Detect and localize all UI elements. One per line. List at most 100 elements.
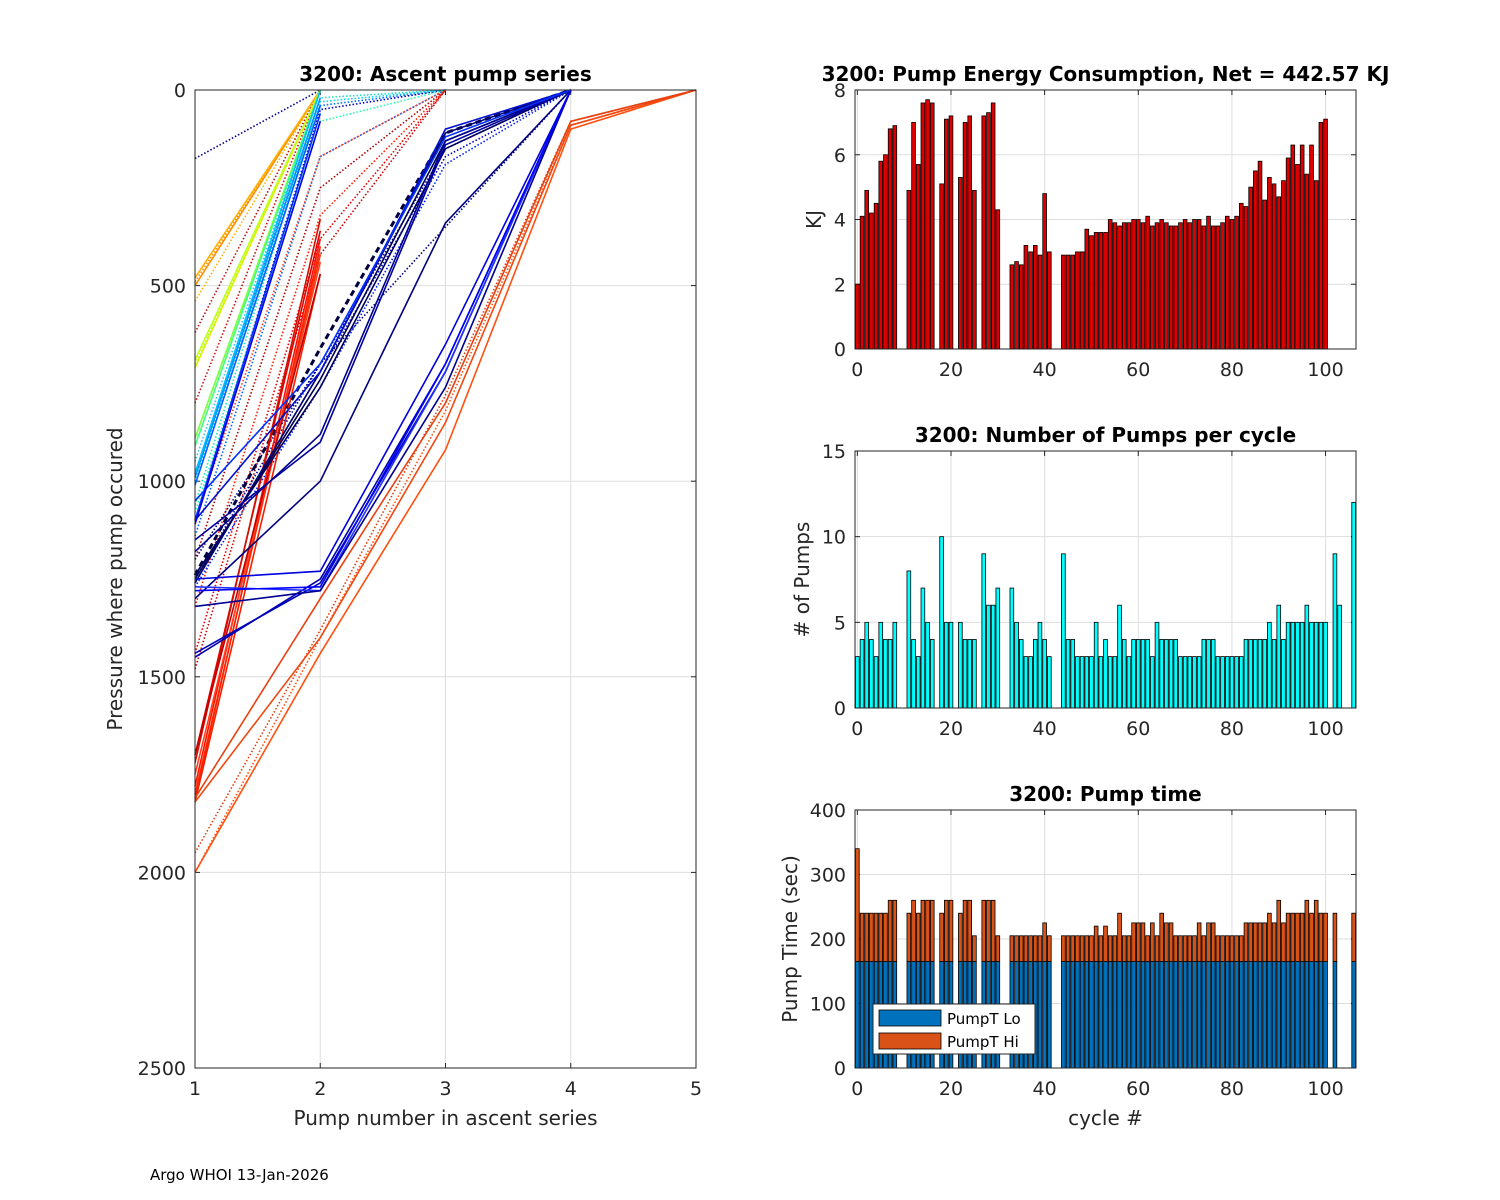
bar [1140, 222, 1146, 350]
bar [967, 639, 972, 709]
pump-series-line [194, 89, 572, 553]
bar [1229, 219, 1235, 350]
bar-pumpt-lo [1239, 961, 1244, 1069]
bar [1295, 164, 1300, 350]
bar [1061, 553, 1066, 709]
bar-pumpt-hi [1009, 935, 1015, 962]
bar-pumpt-lo [1178, 961, 1183, 1069]
bar-pumpt-hi [920, 899, 926, 962]
bar [1206, 639, 1211, 709]
series-group [193, 88, 697, 873]
bar [1295, 621, 1300, 709]
bar [981, 115, 987, 350]
bar-pumpt-hi [1173, 935, 1179, 962]
pump-series-line [194, 89, 446, 560]
y-tick-label: 1500 [138, 667, 186, 689]
bar [1164, 639, 1169, 709]
bar [1267, 621, 1272, 709]
bar-pumpt-hi [915, 912, 921, 962]
x-tick-label: 80 [1220, 359, 1244, 381]
bar-pumpt-hi [1285, 912, 1291, 962]
bar-pumpt-hi [1196, 922, 1202, 962]
bar-pumpt-lo [1070, 961, 1075, 1069]
bar-pumpt-hi [1239, 935, 1244, 962]
x-tick-label: 20 [939, 718, 963, 740]
bar-pumpt-lo [1253, 961, 1258, 1069]
pump-series-line [194, 89, 447, 654]
x-tick-label: 0 [851, 718, 863, 740]
bar [967, 115, 972, 350]
bar [906, 189, 912, 350]
bar [859, 639, 865, 709]
bar [1154, 621, 1160, 709]
y-tick-label: 4 [834, 210, 846, 232]
y-tick-label: 500 [150, 276, 186, 298]
axes-1: 1 2 3 4 5 0 500 1000 1500 2000 2500 3200: Ascent pu… [103, 62, 702, 1130]
bar [1131, 219, 1136, 350]
bar-pumpt-hi [1229, 935, 1235, 962]
y-tick-label: 0 [834, 698, 846, 720]
bar-pumpt-lo [1042, 961, 1047, 1069]
bar-pumpt-hi [1253, 922, 1258, 962]
bar-pumpt-hi [1121, 935, 1127, 962]
bar [929, 102, 935, 350]
footer-credit: Argo WHOI 13-Jan-2026 [150, 1166, 329, 1184]
bar [944, 118, 949, 350]
bar-pumpt-hi [990, 899, 996, 962]
y-tick-label: 8 [834, 80, 846, 102]
bar-pumpt-lo [1281, 961, 1286, 1069]
bar-pumpt-lo [1243, 961, 1249, 1069]
bar-pumpt-hi [1084, 935, 1090, 962]
bar [1150, 225, 1155, 350]
bar [1028, 656, 1033, 709]
bar-pumpt-hi [1332, 912, 1338, 962]
bar [1107, 219, 1113, 350]
bar [878, 621, 884, 709]
bar-pumpt-hi [864, 912, 869, 962]
y-tick-label: 0 [834, 339, 846, 361]
pump-series-line [194, 89, 447, 607]
bar-pumpt-hi [1150, 922, 1155, 962]
bar [1018, 639, 1024, 709]
bar-pumpt-hi [967, 899, 972, 962]
pump-series-line [194, 273, 322, 756]
y-tick-label: 2000 [138, 862, 186, 884]
pump-series-line [194, 89, 447, 670]
bar [1070, 639, 1075, 709]
x-axis-label: cycle # [1068, 1106, 1143, 1130]
bar-pumpt-lo [1065, 961, 1071, 1069]
bar [925, 99, 930, 350]
bar [1159, 219, 1164, 350]
bar-pumpt-hi [1061, 935, 1066, 962]
pump-series-line [194, 89, 572, 580]
bar-pumpt-lo [1159, 961, 1164, 1069]
x-tick-label: 5 [690, 1078, 702, 1100]
bar [911, 639, 916, 709]
bar-pumpt-lo [1323, 961, 1328, 1069]
bar [1220, 222, 1225, 350]
bar [1107, 656, 1113, 709]
x-tick-label: 40 [1033, 718, 1057, 740]
bar [1215, 225, 1221, 350]
bar-pumpt-hi [1323, 912, 1328, 962]
bar [855, 283, 860, 350]
bar-pumpt-hi [981, 899, 987, 962]
bar [1224, 215, 1230, 350]
y-axis-label: Pressure where pump occured [103, 427, 127, 730]
bar [995, 209, 1001, 350]
bar-pumpt-lo [1047, 961, 1052, 1069]
bar-pumpt-hi [1257, 922, 1263, 962]
bar [1253, 170, 1258, 350]
pump-series-line [194, 89, 322, 447]
bar-pumpt-hi [1140, 922, 1146, 962]
bar-pumpt-hi [1178, 935, 1183, 962]
y-tick-label: 10 [822, 527, 846, 549]
bar [1047, 251, 1052, 350]
pump-series-line [194, 89, 697, 799]
pump-series-line [194, 89, 322, 404]
bar-pumpt-hi [1159, 912, 1164, 962]
bar [1201, 225, 1207, 350]
bar-pumpt-lo [1103, 961, 1108, 1069]
bar-pumpt-lo [1150, 961, 1155, 1069]
bar-pumpt-hi [1131, 922, 1136, 962]
